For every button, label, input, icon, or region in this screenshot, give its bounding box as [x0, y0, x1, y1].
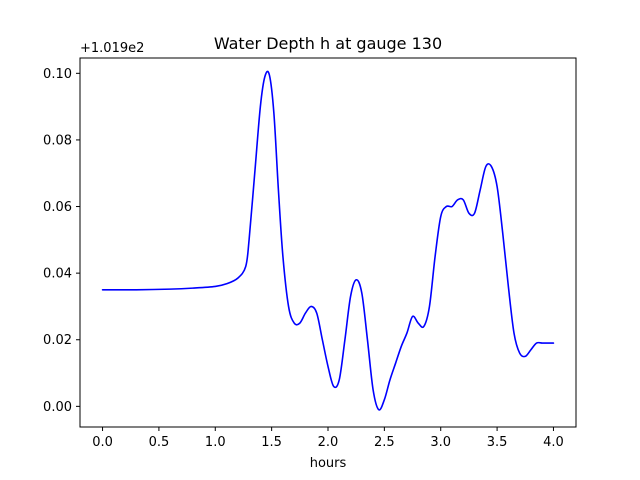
- y-tick-label: 0.04: [43, 267, 72, 282]
- chart-title: Water Depth h at gauge 130: [214, 34, 442, 53]
- y-tick-label: 0.08: [43, 133, 72, 148]
- x-tick-label: 3.5: [487, 435, 508, 450]
- y-offset-label: +1.019e2: [80, 41, 144, 56]
- y-tick-label: 0.06: [43, 200, 72, 215]
- x-tick-label: 0.0: [92, 435, 113, 450]
- x-tick-label: 3.0: [430, 435, 451, 450]
- plot-area: [101, 70, 555, 411]
- x-tick-label: 1.0: [205, 435, 226, 450]
- x-tick-label: 2.5: [374, 435, 395, 450]
- x-tick-label: 2.0: [318, 435, 339, 450]
- plot-frame: [79, 57, 577, 428]
- x-axis-label: hours: [310, 456, 347, 471]
- x-tick-label: 0.5: [149, 435, 170, 450]
- y-tick-label: 0.10: [43, 67, 72, 82]
- x-tick-label: 1.5: [261, 435, 282, 450]
- series-line-0: [101, 70, 555, 411]
- y-tick-label: 0.02: [43, 333, 72, 348]
- y-tick-label: 0.00: [43, 400, 72, 415]
- x-tick-label: 4.0: [543, 435, 564, 450]
